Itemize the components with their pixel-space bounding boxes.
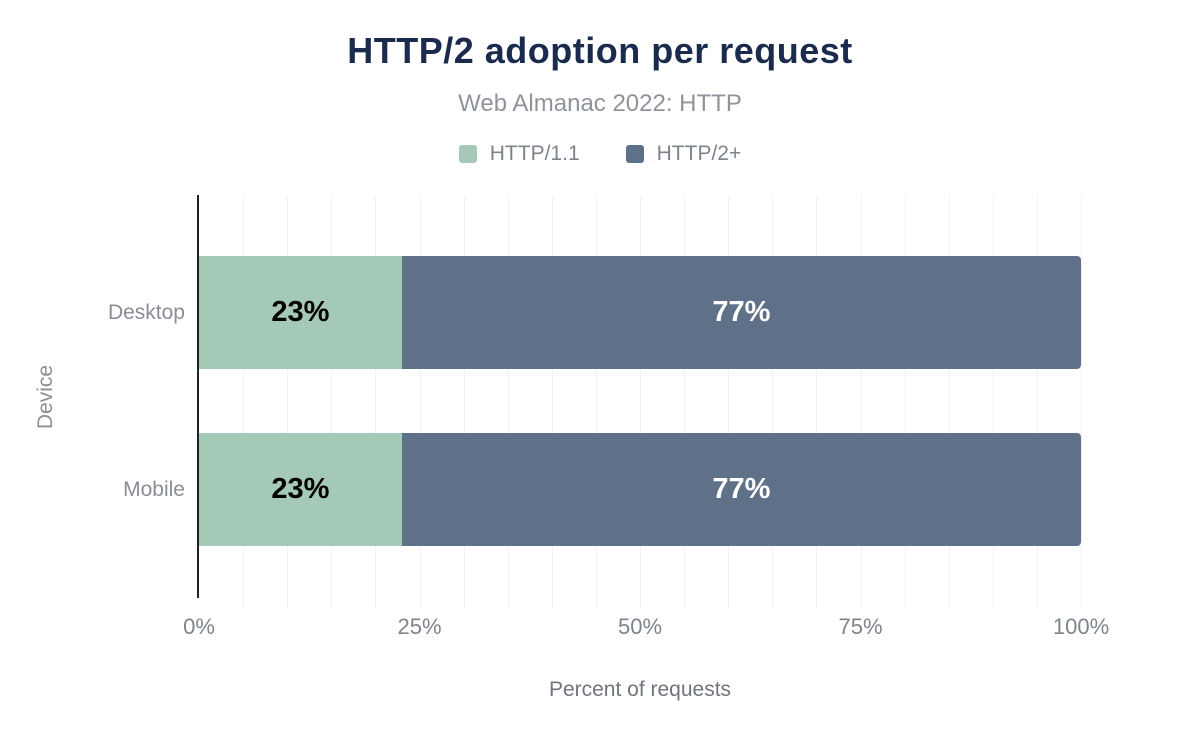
x-axis-ticks: 0% 25% 50% 75% 100% (183, 614, 1109, 644)
gridline-30 (463, 195, 465, 608)
y-axis-title: Device (34, 364, 57, 430)
gridline-95 (1036, 195, 1038, 608)
bar-segment-desktop-http-2[interactable]: 77% (401, 256, 1081, 369)
legend-label-http-2: HTTP/2+ (656, 142, 742, 165)
plot-area: 23% 77% Desktop 23% 77% Mobile (108, 195, 1082, 608)
legend-swatch-http-2 (625, 145, 644, 163)
x-tick-50: 50% (617, 614, 663, 639)
bar-segment-mobile-http-2[interactable]: 77% (401, 433, 1081, 546)
category-label-mobile: Mobile (123, 477, 185, 501)
gridline-15 (331, 195, 333, 608)
bar-segment-mobile-http-1-1[interactable]: 23% (199, 433, 402, 546)
x-tick-0: 0% (183, 614, 215, 639)
chart-subtitle: Web Almanac 2022: HTTP (458, 90, 742, 117)
gridline-55 (684, 195, 686, 608)
gridline-40 (551, 195, 553, 608)
legend-label-http-1-1: HTTP/1.1 (489, 142, 580, 165)
gridline-50 (640, 195, 641, 608)
legend: HTTP/1.1 HTTP/2+ (0, 142, 1200, 166)
x-tick-100: 100% (1052, 614, 1110, 639)
gridline-60 (728, 195, 730, 608)
x-tick-75: 75% (838, 614, 883, 639)
gridline-65 (772, 195, 774, 608)
gridline-45 (595, 195, 597, 608)
gridline-85 (948, 195, 950, 608)
bar-value-label: 77% (712, 473, 771, 505)
gridline-20 (375, 195, 377, 608)
bar-value-label: 23% (271, 296, 330, 328)
x-tick-25: 25% (397, 614, 442, 639)
legend-swatch-http-1-1 (458, 145, 477, 163)
legend-item-http-1-1[interactable]: HTTP/1.1 (458, 142, 580, 166)
chart-title: HTTP/2 adoption per request (347, 30, 853, 71)
bar-value-label: 23% (271, 473, 330, 505)
bar-row-desktop: 23% 77% (199, 256, 1081, 369)
gridline-75 (860, 195, 862, 608)
bar-value-label: 77% (712, 296, 771, 328)
category-label-desktop: Desktop (107, 300, 185, 324)
y-axis-line (197, 195, 199, 598)
gridline-5 (243, 195, 245, 608)
gridline-100 (1081, 195, 1082, 608)
bar-segment-desktop-http-1-1[interactable]: 23% (199, 256, 402, 369)
gridline-25 (419, 195, 421, 608)
x-axis-title: Percent of requests (548, 678, 732, 701)
gridline-80 (904, 195, 906, 608)
gridline-35 (507, 195, 509, 608)
gridline-70 (816, 195, 818, 608)
gridline-90 (992, 195, 994, 608)
legend-item-http-2[interactable]: HTTP/2+ (625, 142, 742, 166)
gridline-10 (287, 195, 289, 608)
bar-row-mobile: 23% 77% (199, 433, 1081, 546)
